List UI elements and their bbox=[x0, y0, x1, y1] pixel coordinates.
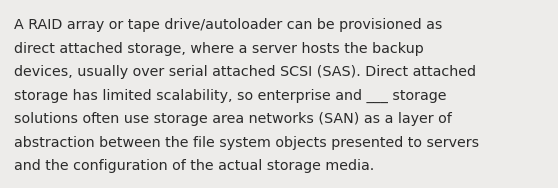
Text: storage has limited scalability, so enterprise and ___ storage: storage has limited scalability, so ente… bbox=[14, 89, 446, 103]
Text: A RAID array or tape drive/autoloader can be provisioned as: A RAID array or tape drive/autoloader ca… bbox=[14, 18, 442, 32]
Text: devices, usually over serial attached SCSI (SAS). Direct attached: devices, usually over serial attached SC… bbox=[14, 65, 476, 79]
Text: and the configuration of the actual storage media.: and the configuration of the actual stor… bbox=[14, 159, 374, 173]
Text: direct attached storage, where a server hosts the backup: direct attached storage, where a server … bbox=[14, 42, 424, 55]
Text: abstraction between the file system objects presented to servers: abstraction between the file system obje… bbox=[14, 136, 479, 149]
Text: solutions often use storage area networks (SAN) as a layer of: solutions often use storage area network… bbox=[14, 112, 452, 126]
